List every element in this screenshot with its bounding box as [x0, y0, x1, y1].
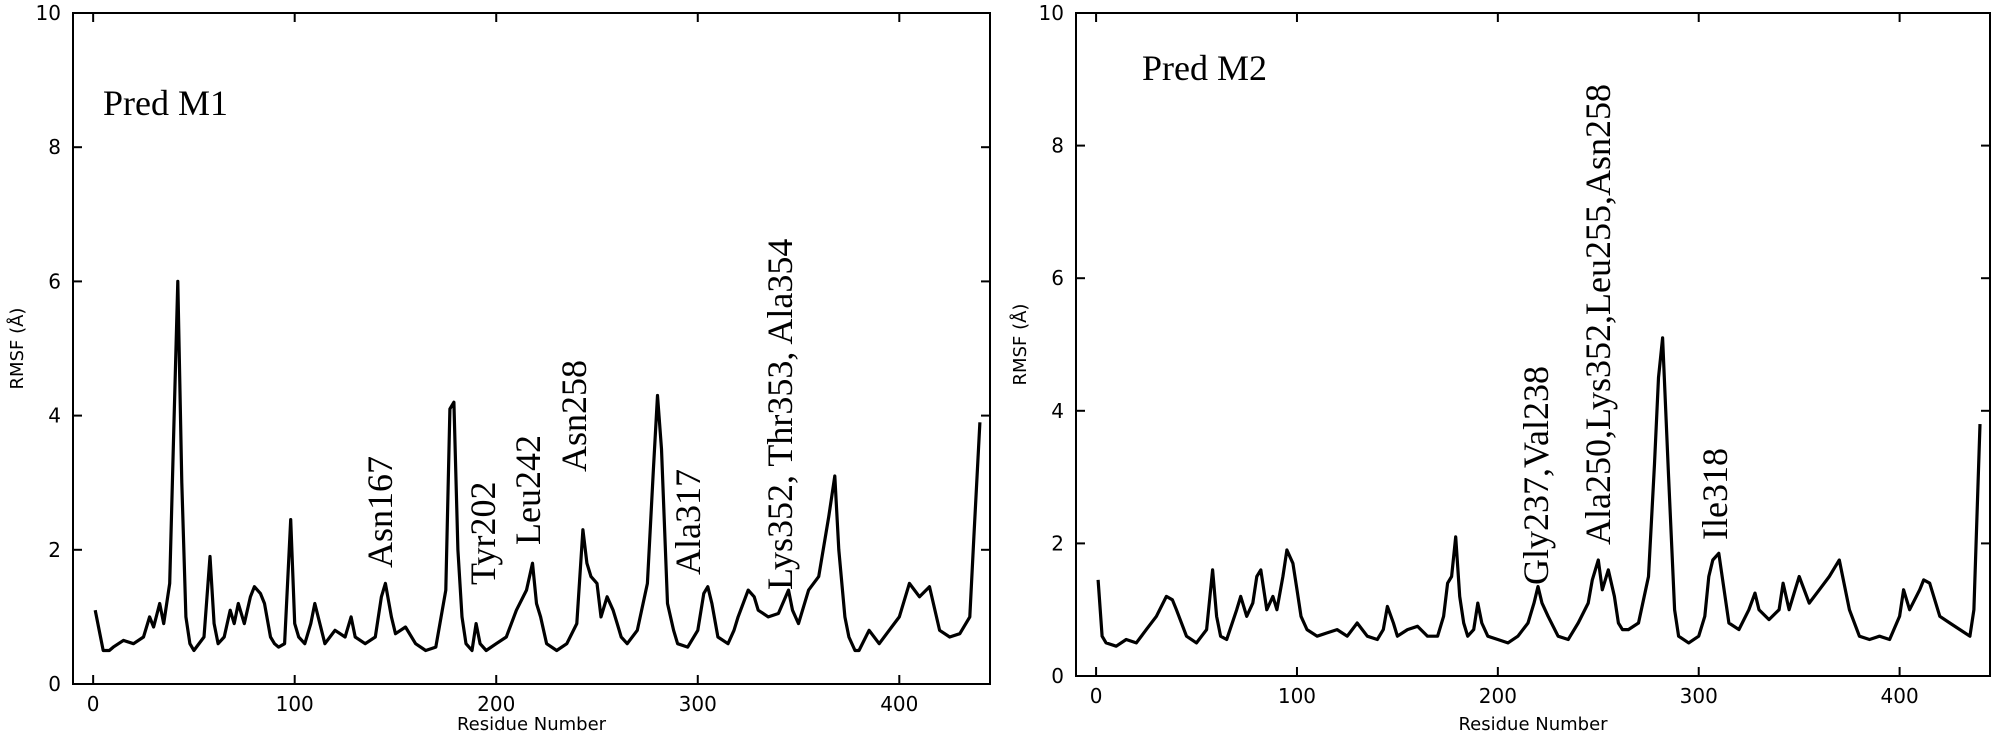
x-tick-label: 200 — [477, 692, 515, 716]
x-tick-label: 400 — [1881, 684, 1919, 708]
rmsf-series-line — [1096, 336, 1982, 648]
plot-frame — [1075, 12, 1991, 677]
residue-annotation: Tyr202 — [463, 482, 503, 585]
x-axis-title: Residue Number — [1458, 714, 1608, 735]
x-tick-label: 100 — [1278, 684, 1316, 708]
y-tick-label: 0 — [1051, 664, 1064, 688]
residue-annotation: Leu242 — [508, 435, 548, 545]
y-tick-label: 4 — [1051, 399, 1064, 423]
residue-annotation: Asn258 — [554, 360, 594, 472]
x-tick-label: 100 — [276, 692, 314, 716]
x-axis-title: Residue Number — [457, 714, 607, 735]
y-axis-title: RMSF (Å) — [6, 308, 28, 390]
y-axis-title: RMSF (Å) — [1009, 304, 1031, 386]
y-tick-label: 10 — [36, 1, 61, 25]
y-tick-label: 0 — [48, 672, 61, 696]
residue-annotation: Ala250,Lys352,Leu255,Asn258 — [1578, 84, 1618, 545]
y-tick-label: 2 — [1051, 531, 1064, 555]
residue-annotation: Ala317 — [668, 469, 708, 575]
residue-annotation: Ile318 — [1695, 448, 1735, 540]
x-tick-label: 0 — [1090, 684, 1103, 708]
rmsf-series-line — [93, 279, 982, 653]
y-tick-label: 10 — [1039, 1, 1064, 25]
y-tick-label: 8 — [48, 135, 61, 159]
panel-label: Pred M1 — [103, 83, 228, 123]
y-tick-label: 6 — [1051, 266, 1064, 290]
y-tick-label: 4 — [48, 404, 61, 428]
panel-label: Pred M2 — [1142, 48, 1267, 88]
x-tick-label: 0 — [87, 692, 100, 716]
chart-panel-1: 0 100 200 300 400 0 2 4 6 8 10 Residue Number RMSF (… — [6, 1, 991, 735]
y-tick-label: 8 — [1051, 134, 1064, 158]
residue-annotation: Asn167 — [360, 456, 400, 568]
x-tick-label: 300 — [679, 692, 717, 716]
y-tick-label: 6 — [48, 269, 61, 293]
residue-annotation: Lys352, Thr353, Ala354 — [760, 239, 800, 590]
plot-frame — [72, 12, 991, 685]
residue-annotation: Gly237,Val238 — [1516, 366, 1556, 585]
x-tick-label: 200 — [1479, 684, 1517, 708]
x-tick-label: 400 — [880, 692, 918, 716]
y-tick-label: 2 — [48, 538, 61, 562]
chart-panel-2: 0 100 200 300 400 0 2 4 6 8 10 Residue Number RMSF (… — [1009, 1, 1991, 735]
x-tick-label: 300 — [1680, 684, 1718, 708]
